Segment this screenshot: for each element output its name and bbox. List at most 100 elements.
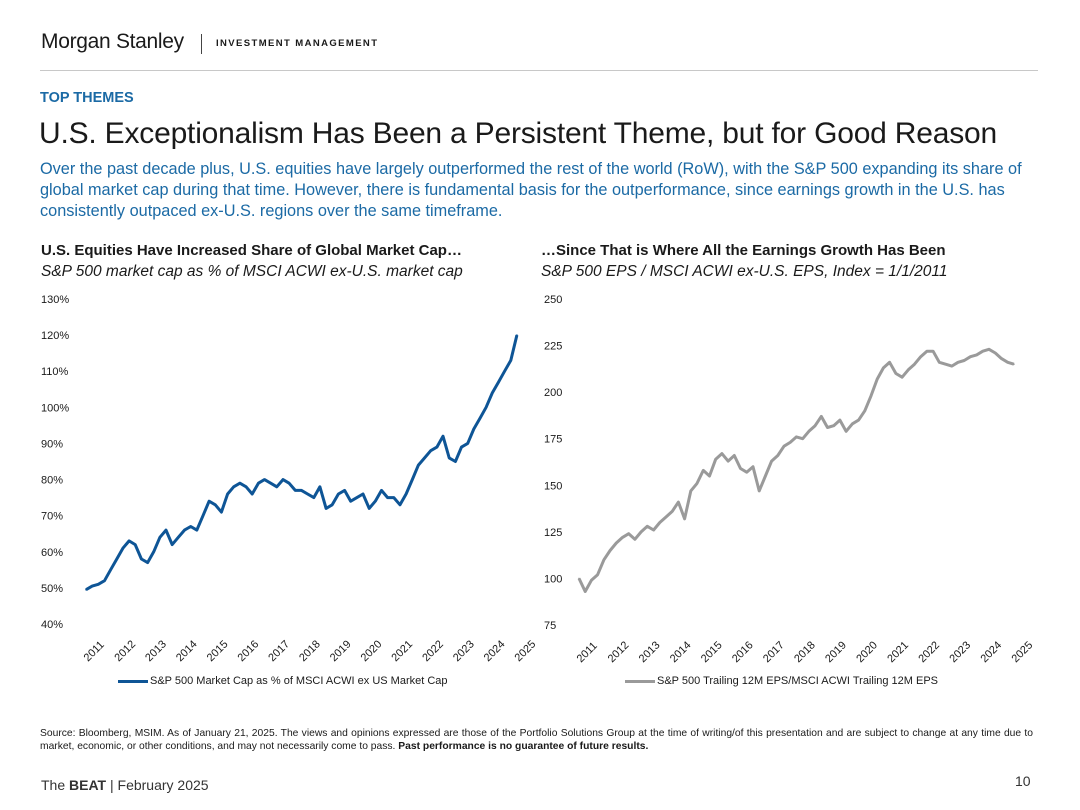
left-data-point: [497, 381, 500, 383]
left-data-point: [362, 493, 364, 495]
source-note: Source: Bloomberg, MSIM. As of January 2…: [40, 728, 1033, 753]
right-x-tick-label: 2025: [1010, 639, 1036, 665]
right-data-point: [696, 482, 698, 485]
right-x-tick-label: 2021: [885, 639, 911, 665]
right-data-point: [1000, 357, 1003, 360]
left-data-point: [128, 540, 130, 542]
left-data-point: [269, 482, 272, 485]
page-title: U.S. Exceptionalism Has Been a Persisten…: [39, 117, 998, 150]
left-x-tick-label: 2017: [266, 638, 292, 664]
left-data-point: [140, 558, 143, 560]
right-x-tick-label: 2011: [575, 640, 600, 665]
right-data-point: [764, 475, 767, 477]
left-data-point: [356, 496, 358, 499]
left-data-point: [116, 558, 118, 560]
left-chart-title: U.S. Equities Have Increased Share of Gl…: [41, 242, 462, 259]
right-x-tick-label: 2012: [606, 639, 632, 665]
left-legend-label: S&P 500 Market Cap as % of MSCI ACWI ex …: [150, 675, 448, 687]
left-data-point: [85, 588, 87, 591]
left-data-point: [134, 543, 136, 546]
right-legend-swatch: [625, 679, 655, 683]
left-y-tick-label: 120%: [41, 330, 69, 342]
right-data-point: [627, 532, 630, 535]
right-x-tick-label: 2016: [730, 639, 756, 665]
left-data-point: [152, 551, 155, 553]
right-series-line: [577, 347, 1015, 593]
left-x-tick-label: 2024: [482, 638, 508, 664]
right-x-tick-label: 2014: [668, 639, 694, 665]
right-data-point: [988, 348, 990, 351]
left-legend-swatch: [118, 679, 148, 683]
right-y-tick-label: 250: [544, 294, 562, 306]
morgan-stanley-logo: Morgan Stanley: [41, 30, 184, 53]
right-y-tick-label: 225: [544, 341, 562, 353]
left-x-tick-label: 2011: [82, 639, 107, 664]
left-data-point: [300, 489, 303, 492]
right-data-point: [839, 419, 841, 421]
right-data-point: [739, 467, 742, 470]
right-data-point: [671, 510, 673, 513]
left-data-point: [177, 536, 180, 539]
left-x-tick-label: 2023: [451, 638, 477, 664]
left-y-tick-label: 100%: [41, 402, 69, 414]
right-data-point: [770, 460, 773, 462]
right-data-point: [603, 559, 605, 561]
left-data-point: [202, 514, 204, 517]
right-data-point: [801, 437, 804, 440]
right-x-tick-label: 2020: [854, 639, 880, 665]
left-y-tick-label: 90%: [41, 438, 63, 450]
right-data-point: [727, 460, 729, 462]
right-data-point: [733, 454, 736, 457]
left-data-point: [411, 478, 414, 481]
right-data-point: [888, 361, 891, 364]
left-data-point: [257, 482, 260, 485]
left-data-point: [491, 392, 494, 394]
left-data-point: [208, 500, 210, 503]
left-data-point: [429, 449, 432, 452]
right-data-point: [1013, 363, 1015, 366]
right-data-point: [659, 521, 661, 524]
left-x-tick-label: 2020: [359, 638, 385, 664]
left-data-point: [276, 486, 278, 488]
right-data-point: [777, 454, 779, 457]
logo-divider: [201, 34, 202, 54]
left-data-point: [510, 359, 512, 362]
left-x-tick-label: 2022: [420, 638, 446, 664]
left-data-point: [448, 457, 451, 459]
right-data-point: [845, 430, 847, 433]
left-data-point: [319, 486, 321, 488]
left-chart-subtitle: S&P 500 market cap as % of MSCI ACWI ex-…: [41, 263, 463, 280]
page-number: 10: [1015, 773, 1031, 789]
right-data-point: [621, 536, 624, 539]
right-chart-title: …Since That is Where All the Earnings Gr…: [541, 242, 946, 259]
right-data-point: [919, 355, 922, 358]
left-x-tick-label: 2015: [205, 638, 231, 664]
left-data-point: [423, 457, 426, 459]
right-data-point: [832, 424, 835, 427]
left-x-tick-label: 2016: [236, 638, 262, 664]
source-text: Source: Bloomberg, MSIM. As of January 2…: [40, 728, 1033, 752]
left-data-point: [146, 561, 149, 564]
left-data-point: [331, 504, 334, 506]
right-data-point: [714, 458, 717, 461]
left-data-point: [214, 504, 217, 506]
right-data-point: [938, 361, 941, 364]
right-x-tick-label: 2018: [792, 639, 818, 665]
section-label: TOP THEMES: [40, 90, 134, 106]
footer-brand: BEAT: [69, 777, 107, 793]
right-data-point: [795, 436, 798, 438]
left-data-point: [263, 478, 266, 481]
right-data-point: [702, 469, 705, 472]
right-data-point: [982, 350, 984, 353]
left-data-point: [337, 493, 340, 495]
left-data-point: [189, 525, 192, 528]
left-data-point: [368, 507, 371, 510]
right-data-point: [901, 376, 903, 379]
right-x-tick-label: 2024: [978, 639, 1004, 665]
left-series-line: [85, 334, 519, 591]
right-data-point: [913, 363, 916, 366]
right-data-point: [708, 475, 711, 477]
right-data-point: [758, 490, 760, 492]
right-data-point: [957, 361, 959, 364]
